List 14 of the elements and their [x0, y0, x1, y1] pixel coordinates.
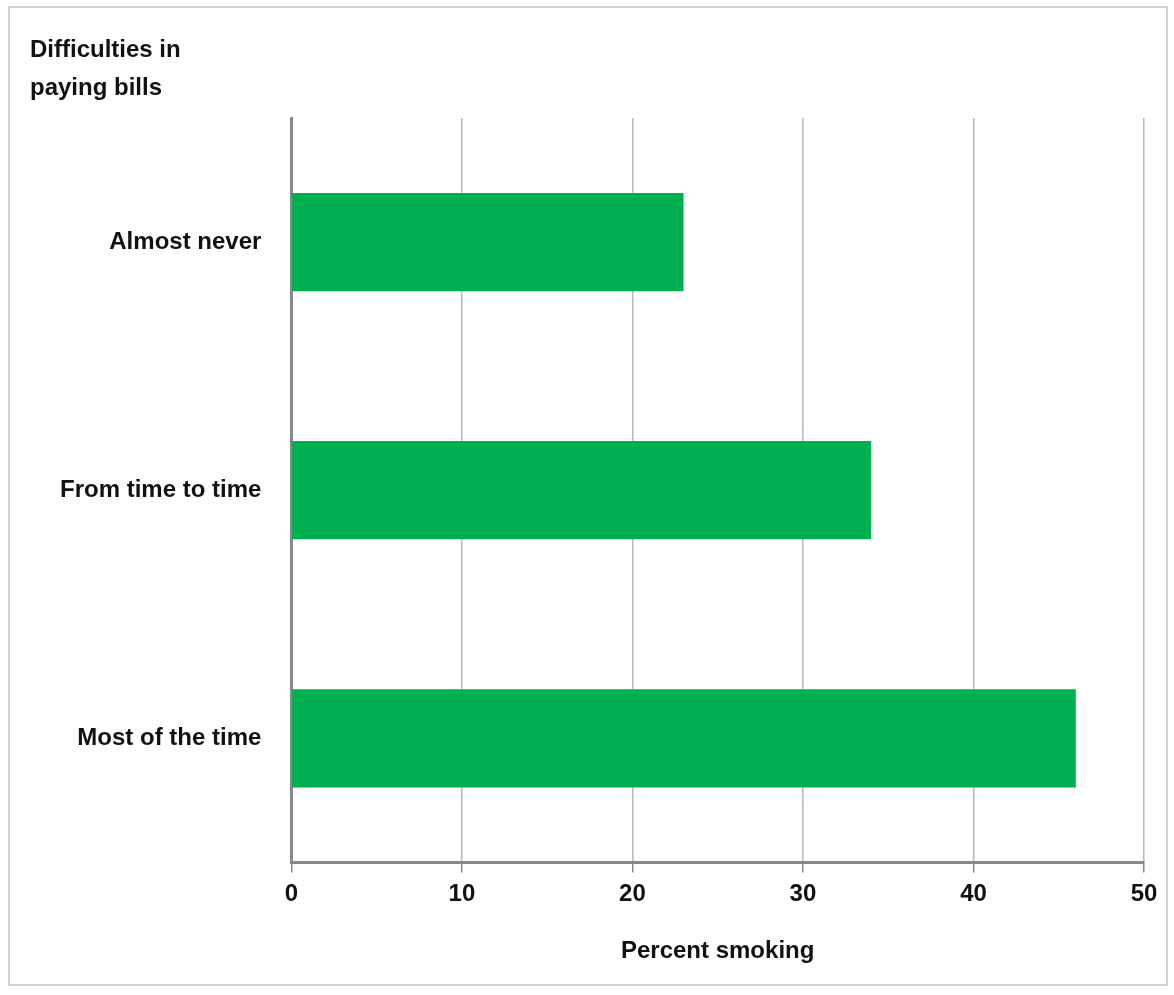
x-tick-label: 0	[284, 879, 299, 907]
y-axis-title: Difficulties in paying bills	[30, 34, 182, 102]
bar	[292, 192, 684, 292]
bar	[292, 689, 1076, 788]
bar	[292, 441, 872, 540]
x-tick-label: 30	[789, 879, 817, 907]
x-tick-label: 40	[960, 879, 987, 907]
x-tick-label: 50	[1130, 879, 1158, 907]
x-tick-label: 20	[619, 879, 646, 907]
x-axis-title: Percent smoking	[620, 936, 815, 964]
y-tick-label: Most of the time	[77, 722, 262, 750]
x-tick-label: 10	[448, 879, 476, 907]
y-tick-label: Almost never	[109, 226, 262, 254]
y-tick-label: From time to time	[59, 474, 262, 502]
